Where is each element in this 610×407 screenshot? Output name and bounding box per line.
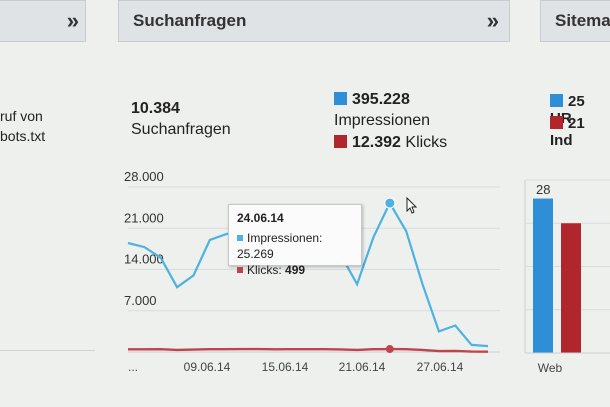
mouse-cursor-icon xyxy=(406,196,418,214)
clicks-label: Klicks xyxy=(405,134,448,151)
left-text-line: bots.txt xyxy=(0,128,46,144)
sitemaps-panel-header[interactable]: Sitema xyxy=(540,0,610,42)
tooltip-impressions-value: 25.269 xyxy=(237,247,274,261)
highlight-point-impressions xyxy=(384,197,396,209)
x-tick-label: ... xyxy=(128,360,138,374)
clicks-value: 12.392 xyxy=(352,134,401,151)
tooltip-impressions-label: Impressionen: xyxy=(247,231,323,245)
right-legend-item: 21 Ind xyxy=(550,115,610,149)
panel-title: Suchanfragen xyxy=(133,11,247,30)
y-tick-label: 28.000 xyxy=(124,169,164,184)
tooltip-clicks-value: 499 xyxy=(285,263,306,277)
bar-ind xyxy=(561,223,581,353)
queries-stat: 10.384 Suchanfragen xyxy=(131,98,231,140)
legend-swatch xyxy=(550,94,563,107)
left-panel-header[interactable]: » xyxy=(0,0,86,42)
clicks-dot-icon xyxy=(237,267,243,273)
x-tick-label: 27.06.14 xyxy=(417,360,464,374)
queries-value: 10.384 xyxy=(131,100,180,117)
left-panel-text: ruf von bots.txt xyxy=(0,106,45,146)
panel-title: Sitema xyxy=(555,11,610,30)
legend-label: 21 Ind xyxy=(550,115,585,149)
clicks-stat: 12.392 Klicks xyxy=(334,132,447,153)
legend-swatch xyxy=(550,116,563,129)
highlight-point-clicks xyxy=(385,345,394,354)
y-tick-label: 7.000 xyxy=(124,293,157,308)
search-queries-panel-header[interactable]: Suchanfragen » xyxy=(118,0,510,42)
y-tick-label: 21.000 xyxy=(124,210,164,225)
impressions-legend-swatch xyxy=(334,92,347,105)
bar-x-label: Web xyxy=(538,361,563,375)
bar-tick-label: 28 xyxy=(536,182,550,197)
bar-ur xyxy=(533,198,553,353)
left-text-line: ruf von xyxy=(0,108,43,124)
tooltip-clicks-row: Klicks: 499 xyxy=(237,262,353,278)
y-tick-label: 14.000 xyxy=(124,252,164,267)
queries-label: Suchanfragen xyxy=(131,121,231,138)
impressions-stat: 395.228 Impressionen xyxy=(334,89,430,131)
x-tick-label: 21.06.14 xyxy=(339,360,386,374)
tooltip-clicks-label: Klicks: xyxy=(247,263,282,277)
impressions-value: 395.228 xyxy=(352,91,410,108)
x-tick-label: 15.06.14 xyxy=(262,360,309,374)
impressions-label: Impressionen xyxy=(334,112,431,129)
tooltip-date: 24.06.14 xyxy=(237,211,284,225)
x-tick-label: 09.06.14 xyxy=(184,360,231,374)
divider xyxy=(0,350,95,351)
impressions-dot-icon xyxy=(237,235,243,241)
series-line-1 xyxy=(128,347,489,353)
tooltip-impressions-row: Impressionen: 25.269 xyxy=(237,230,353,262)
clicks-legend-swatch xyxy=(334,135,347,148)
chart-tooltip: 24.06.14 Impressionen: 25.269 Klicks: 49… xyxy=(228,204,362,277)
